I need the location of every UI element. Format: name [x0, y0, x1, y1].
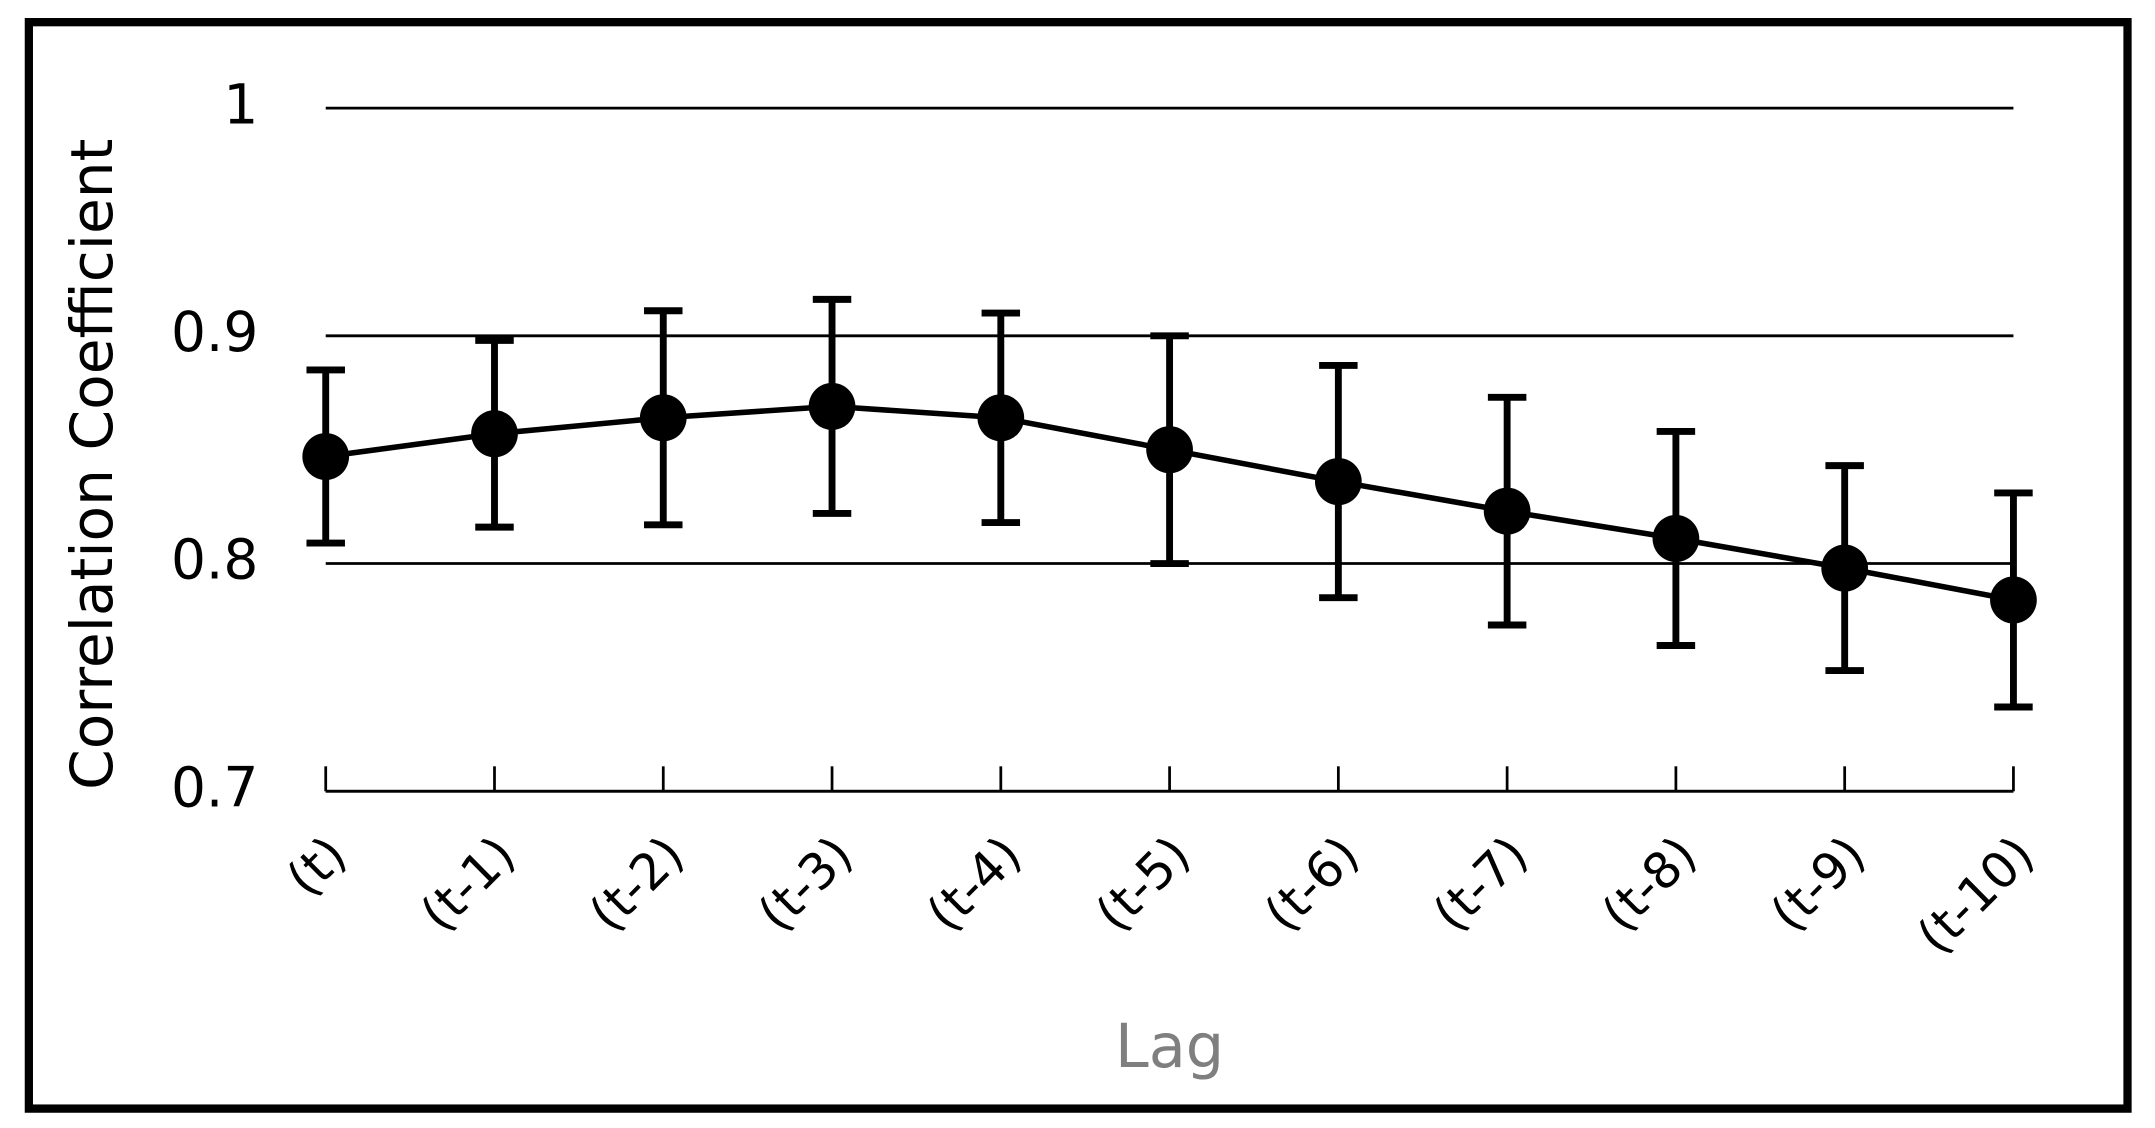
data-point: [1314, 457, 1362, 506]
data-point: [1652, 514, 1700, 563]
frame: [24, 18, 2132, 1113]
data-point: [808, 382, 856, 430]
y-tick-label: 0.9: [171, 301, 258, 365]
data-point: [1990, 576, 2037, 624]
y-axis-label: Correlation Coefficient: [58, 139, 126, 790]
data-point: [1483, 487, 1531, 535]
data-point: [471, 410, 518, 458]
x-axis-label: Lag: [1115, 1012, 1224, 1082]
y-tick-label: 0.8: [171, 529, 258, 593]
data-point: [1146, 426, 1193, 474]
data-point: [639, 394, 687, 442]
y-tick-label: 0.7: [171, 756, 258, 820]
data-point: [302, 432, 350, 481]
data-point: [1821, 544, 1869, 592]
data-point: [977, 394, 1025, 442]
y-tick-label: 1: [223, 73, 258, 137]
